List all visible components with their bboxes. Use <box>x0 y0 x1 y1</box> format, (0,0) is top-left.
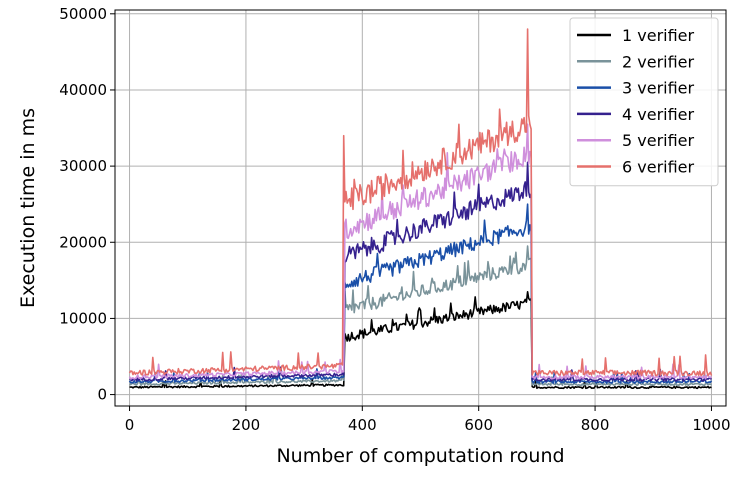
legend-label: 5 verifier <box>622 131 695 150</box>
x-tick-label: 800 <box>581 416 610 434</box>
y-tick-label: 20000 <box>59 233 107 251</box>
legend-label: 4 verifier <box>622 105 695 124</box>
y-axis-label: Execution time in ms <box>17 108 39 308</box>
x-axis-label: Number of computation round <box>276 445 564 467</box>
plot-area-frame <box>114 9 727 407</box>
y-tick-label: 10000 <box>59 309 107 327</box>
legend-box <box>569 17 719 187</box>
legend-label: 1 verifier <box>622 26 695 45</box>
legend: 1 verifier 2 verifier 3 verifier 4 verifier… <box>569 17 719 187</box>
y-tick-label: 40000 <box>59 81 107 99</box>
series-line-1 <box>129 291 712 390</box>
x-tick-label: 1000 <box>692 416 730 434</box>
series-lines <box>128 28 713 390</box>
x-tick-label: 400 <box>348 416 377 434</box>
y-tick-label: 30000 <box>59 157 107 175</box>
x-axis-ticks: 0 200 400 600 800 1000 <box>125 406 731 434</box>
x-tick-label: 0 <box>125 416 135 434</box>
y-tick-label: 50000 <box>59 5 107 23</box>
x-tick-label: 200 <box>232 416 261 434</box>
series-line-6 <box>128 28 713 377</box>
series-line-5 <box>128 123 713 380</box>
series-line-2 <box>129 245 712 387</box>
series-line-4 <box>129 161 712 382</box>
legend-label: 2 verifier <box>622 52 695 71</box>
y-axis-ticks: 0 10000 20000 30000 40000 50000 <box>59 5 115 404</box>
legend-label: 3 verifier <box>622 79 695 98</box>
x-tick-label: 600 <box>464 416 493 434</box>
legend-label: 6 verifier <box>622 158 695 177</box>
y-tick-label: 0 <box>97 386 107 404</box>
